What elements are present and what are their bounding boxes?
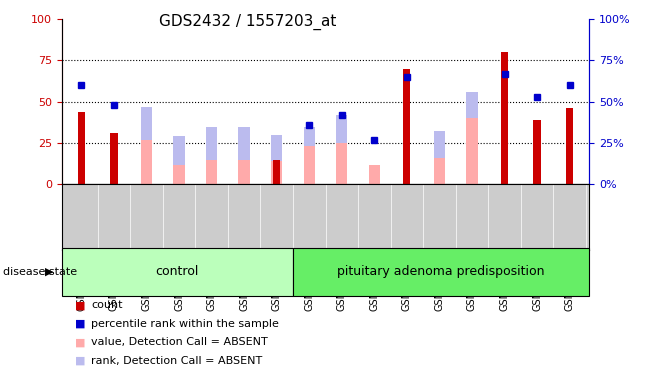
Bar (110, 133, 117, 184)
Bar (173, 164, 185, 184)
Bar (271, 161, 283, 184)
Text: percentile rank within the sample: percentile rank within the sample (91, 319, 279, 329)
Bar (206, 127, 217, 184)
Bar (466, 92, 478, 184)
FancyBboxPatch shape (62, 248, 292, 296)
Bar (173, 136, 185, 184)
Text: disease state: disease state (3, 266, 77, 277)
Bar (566, 108, 574, 184)
Bar (141, 140, 152, 184)
Bar (434, 158, 445, 184)
Bar (466, 118, 478, 184)
Bar (78, 112, 85, 184)
Bar (271, 135, 283, 184)
Text: pituitary adenoma predisposition: pituitary adenoma predisposition (337, 265, 545, 278)
Text: value, Detection Call = ABSENT: value, Detection Call = ABSENT (91, 337, 268, 347)
Bar (303, 127, 315, 184)
Bar (534, 120, 541, 184)
Text: ■: ■ (75, 356, 85, 366)
Bar (368, 164, 380, 184)
Bar (238, 160, 250, 184)
Bar (434, 131, 445, 184)
Bar (206, 160, 217, 184)
Bar (336, 143, 348, 184)
Text: control: control (156, 265, 199, 278)
Bar (141, 107, 152, 184)
Bar (238, 127, 250, 184)
Text: rank, Detection Call = ABSENT: rank, Detection Call = ABSENT (91, 356, 262, 366)
Bar (303, 146, 315, 184)
Text: ■: ■ (75, 300, 85, 310)
Bar (336, 115, 348, 184)
Text: ■: ■ (75, 337, 85, 347)
Text: ■: ■ (75, 319, 85, 329)
Text: GDS2432 / 1557203_at: GDS2432 / 1557203_at (159, 13, 336, 30)
Bar (501, 52, 508, 184)
Bar (273, 160, 280, 184)
Text: ▶: ▶ (44, 266, 53, 277)
Bar (403, 69, 410, 184)
Text: count: count (91, 300, 122, 310)
FancyBboxPatch shape (292, 248, 589, 296)
